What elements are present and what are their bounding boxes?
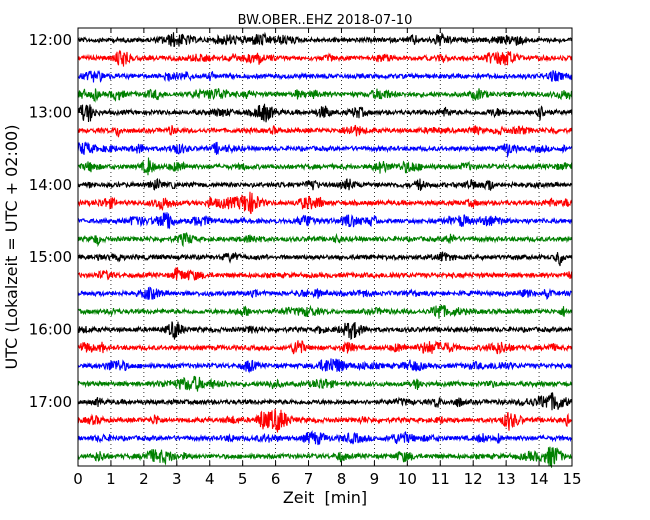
x-tick-label: 14 (530, 470, 549, 488)
x-tick-label: 8 (337, 470, 347, 488)
trace-line-1245 (77, 88, 573, 103)
trace-line-1215 (77, 49, 573, 67)
trace-line-1700 (77, 392, 573, 411)
y-axis-label: UTC (Lokalzeit = UTC + 02:00) (2, 125, 21, 370)
x-tick-label: 9 (370, 470, 380, 488)
x-tick-label: 11 (431, 470, 450, 488)
y-tick-label: 14:00 (29, 176, 72, 194)
x-tick-label: 13 (497, 470, 516, 488)
plot-frame (77, 27, 573, 467)
y-tick-label: 15:00 (29, 248, 72, 266)
trace-line-1500 (77, 251, 573, 267)
trace-line-1600 (77, 321, 573, 341)
chart-title: BW.OBER..EHZ 2018-07-10 (238, 13, 413, 28)
trace-line-1330 (77, 141, 573, 159)
x-tick-label: 0 (73, 470, 83, 488)
trace-line-1345 (77, 157, 573, 176)
trace-line-1530 (77, 286, 573, 300)
trace-line-1445 (77, 232, 573, 248)
trace-line-1315 (77, 124, 573, 138)
y-tick-label: 13:00 (29, 103, 72, 121)
y-tick-label: 17:00 (29, 393, 72, 411)
trace-line-1615 (77, 340, 573, 355)
x-tick-label: 12 (464, 470, 483, 488)
trace-line-1415 (77, 191, 573, 215)
x-tick-label: 15 (562, 470, 581, 488)
trace-layer (77, 31, 573, 468)
x-tick-label: 4 (205, 470, 215, 488)
trace-line-1430 (77, 212, 573, 230)
x-tick-label: 10 (398, 470, 417, 488)
y-tick-label: 16:00 (29, 321, 72, 339)
x-axis-ticks: 0 1 2 3 4 5 6 7 8 9 10 11 12 13 14 15 (73, 28, 582, 488)
x-tick-label: 7 (304, 470, 314, 488)
x-tick-label: 5 (238, 470, 248, 488)
x-tick-label: 3 (172, 470, 182, 488)
trace-line-1645 (77, 375, 573, 392)
trace-line-1745 (77, 446, 573, 468)
trace-line-1300 (77, 103, 573, 123)
x-tick-label: 6 (271, 470, 281, 488)
trace-line-1200 (77, 31, 573, 47)
x-tick-label: 1 (106, 470, 116, 488)
trace-line-1715 (77, 409, 573, 433)
x-tick-label: 2 (139, 470, 149, 488)
trace-line-1515 (77, 267, 573, 281)
trace-line-1230 (77, 69, 573, 83)
y-tick-label: 12:00 (29, 31, 72, 49)
trace-line-1545 (77, 304, 573, 319)
trace-line-1400 (77, 178, 573, 191)
y-axis-ticks: 12:00 13:00 14:00 15:00 16:00 17:00 (29, 31, 572, 411)
trace-line-1630 (77, 358, 573, 374)
x-axis-label: Zeit [min] (283, 488, 367, 507)
trace-line-1730 (77, 430, 573, 446)
